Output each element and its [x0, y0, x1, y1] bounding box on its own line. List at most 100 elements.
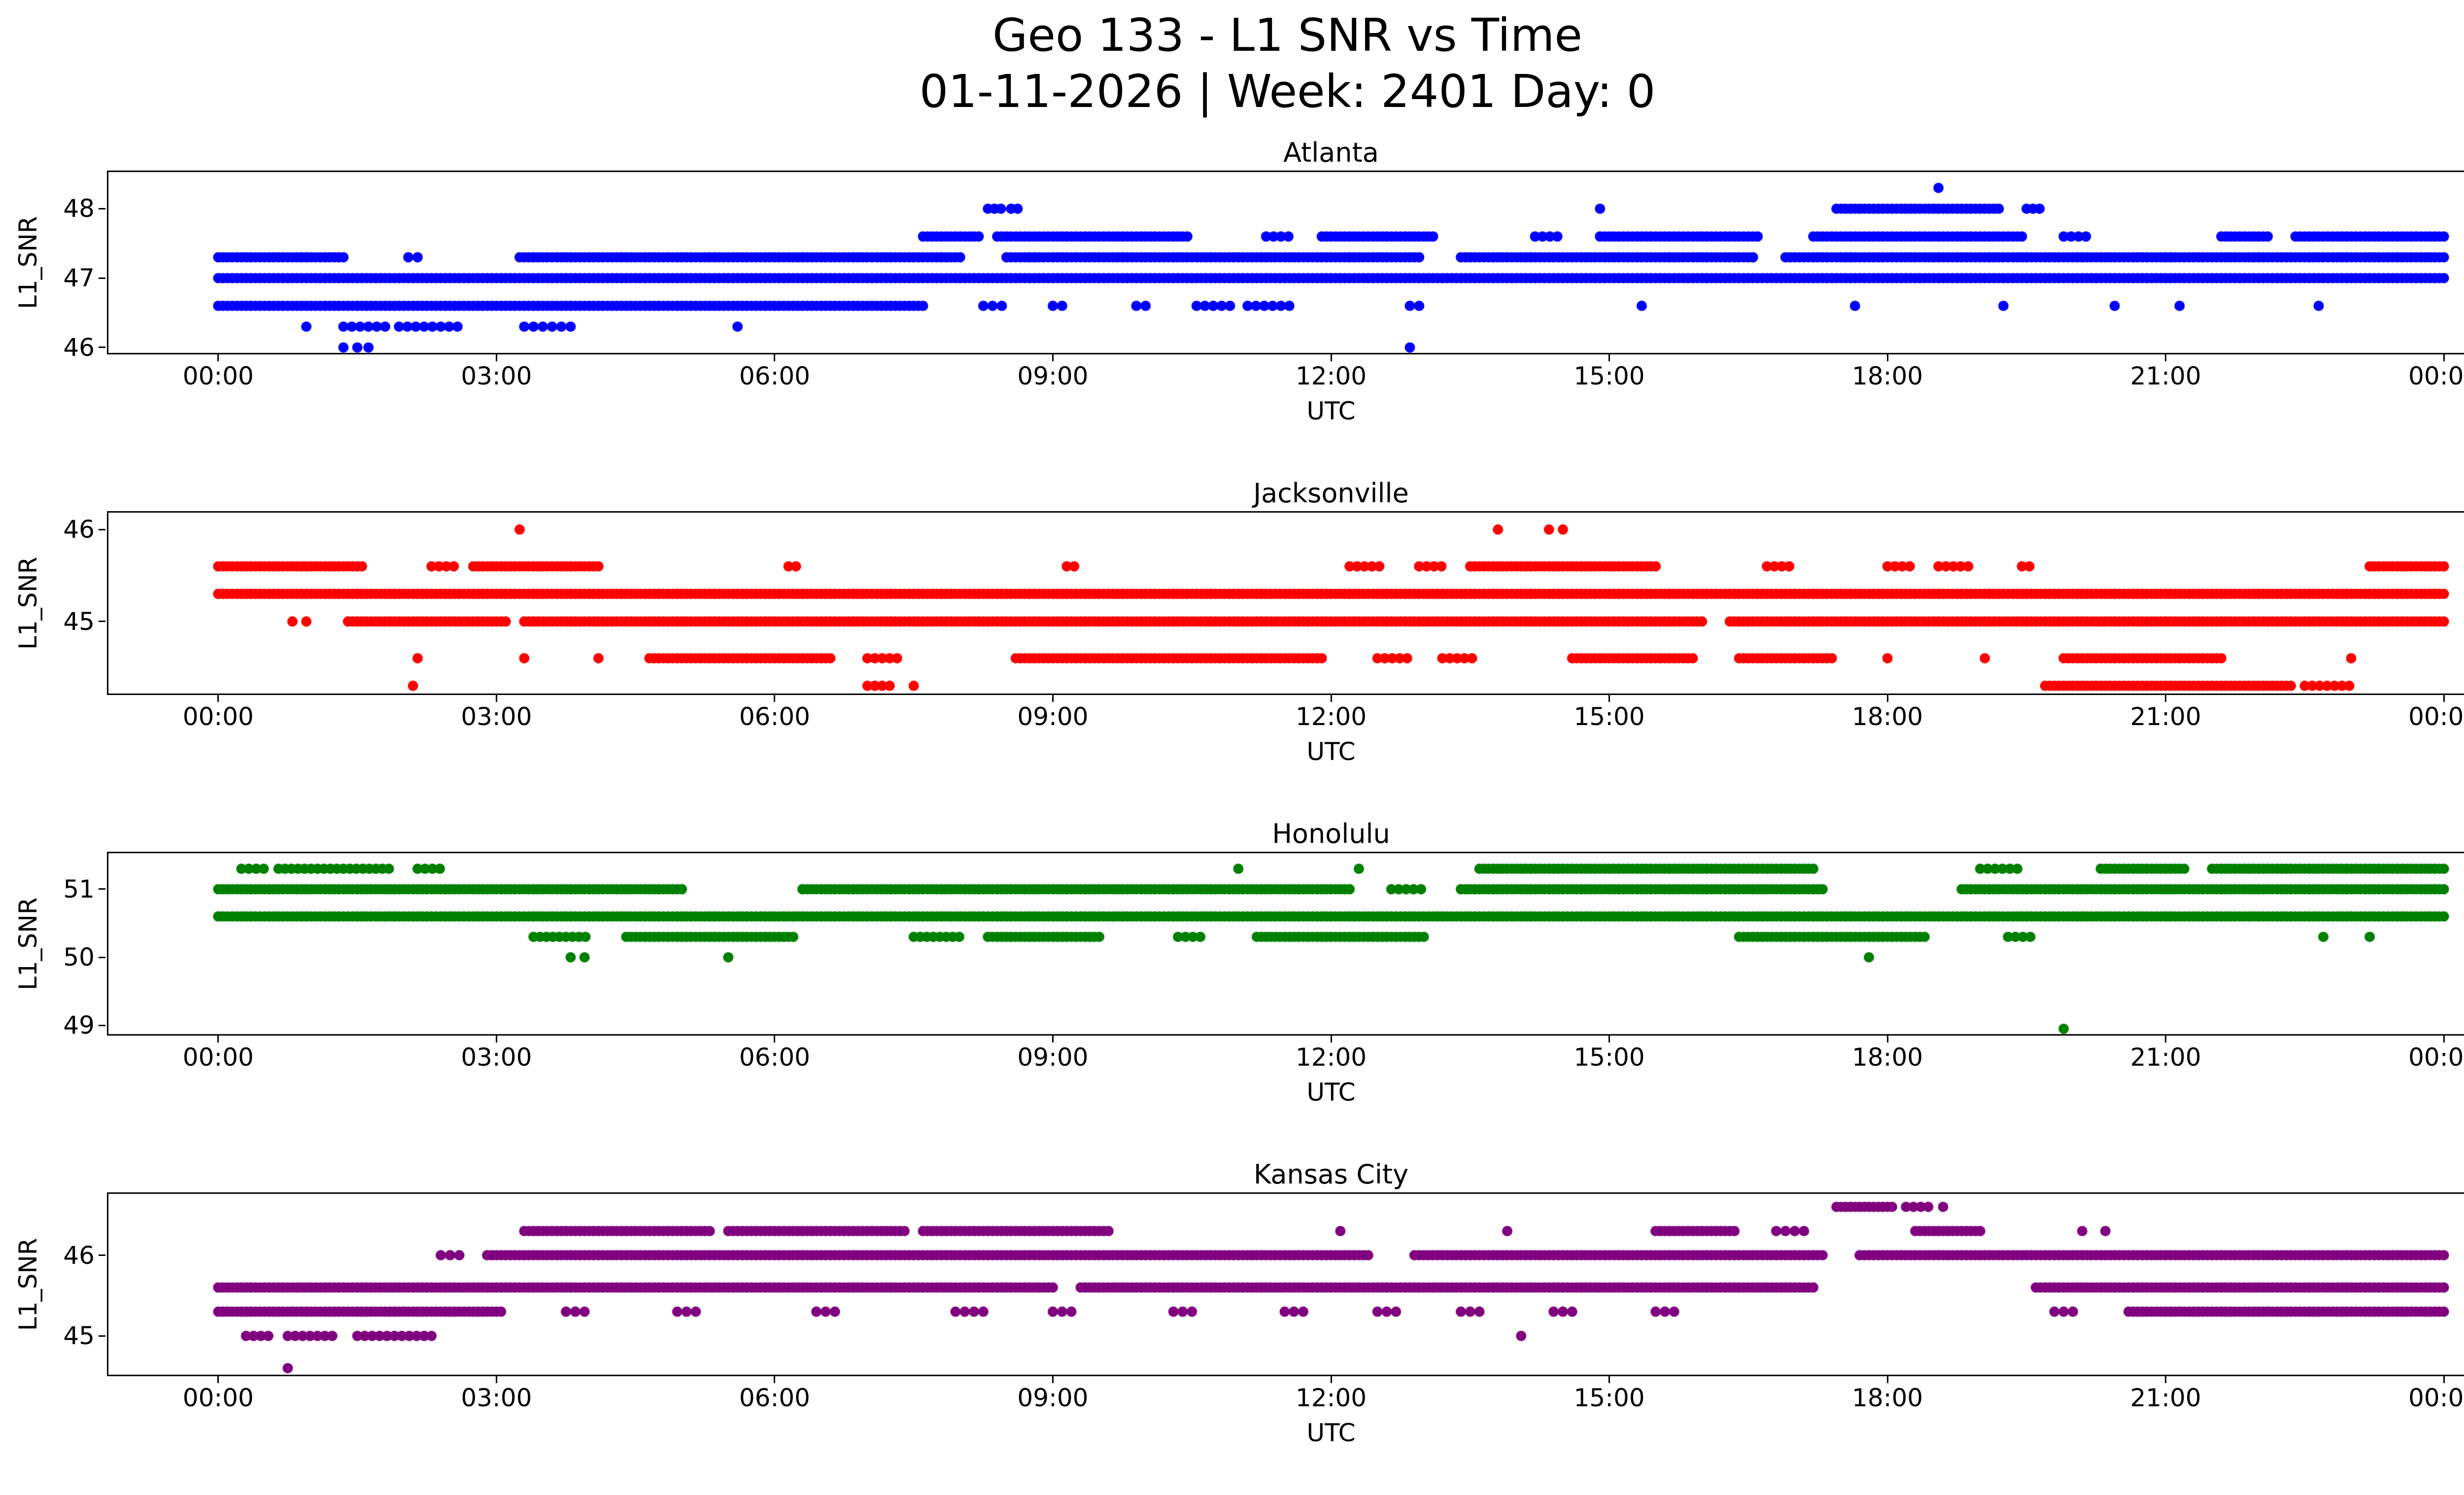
- x-tick-mark: [1608, 354, 1610, 361]
- y-tick-mark: [99, 621, 105, 623]
- subplot-jacksonville: Jacksonville L1_SNR 00:00 03:00 06:00 09:00 12…: [0, 473, 2464, 813]
- x-tick-mark: [1886, 354, 1888, 361]
- subplot-title-honolulu: Honolulu: [1272, 818, 1390, 849]
- x-tick-mark: [2165, 695, 2167, 702]
- x-tick-label: 21:00: [2130, 362, 2201, 390]
- y-tick-mark: [99, 1024, 105, 1026]
- x-tick-mark: [1330, 1376, 1332, 1383]
- x-tick-mark: [1608, 695, 1610, 702]
- x-tick-label: 09:00: [1017, 362, 1089, 390]
- x-axis-label: UTC: [1306, 1078, 1356, 1107]
- x-tick-label: 18:00: [1852, 1043, 1923, 1072]
- x-tick-label: 00:00: [182, 1043, 254, 1072]
- x-tick-mark: [1330, 695, 1332, 702]
- x-tick-mark: [2443, 354, 2445, 361]
- y-tick-label: 46: [63, 515, 95, 544]
- y-tick-mark: [99, 1254, 105, 1256]
- subplot-kansas-city: Kansas City L1_SNR 00:00 03:00 06:00 09:00 12:…: [0, 1154, 2464, 1495]
- y-tick-mark: [99, 347, 105, 348]
- y-tick-mark: [99, 277, 105, 279]
- y-tick-label: 48: [63, 194, 95, 223]
- x-tick-mark: [2165, 1036, 2167, 1043]
- y-tick-label: 51: [63, 874, 95, 904]
- x-tick-label: 03:00: [461, 362, 532, 390]
- x-tick-label: 15:00: [1574, 702, 1645, 731]
- plots-container: Atlanta L1_SNR 00:00 03:00 06:00 09:00 12:00 15…: [0, 132, 2464, 1495]
- y-tick-mark: [99, 528, 105, 530]
- x-tick-label: 03:00: [461, 1384, 532, 1412]
- x-tick-label: 09:00: [1017, 1043, 1089, 1072]
- x-tick-label: 00:00: [2408, 362, 2464, 390]
- x-tick-mark: [217, 354, 219, 361]
- x-tick-label: 21:00: [2130, 1384, 2201, 1412]
- y-tick-mark: [99, 208, 105, 209]
- x-tick-label: 12:00: [1295, 1043, 1367, 1072]
- y-tick-label: 46: [63, 1241, 95, 1270]
- y-tick-label: 45: [63, 1321, 95, 1351]
- x-tick-mark: [217, 1376, 219, 1383]
- plot-canvas-jacksonville: [107, 511, 2464, 695]
- x-tick-mark: [774, 695, 776, 702]
- figure-title: Geo 133 - L1 SNR vs Time: [992, 9, 1582, 62]
- x-tick-label: 00:00: [182, 702, 254, 731]
- x-tick-label: 06:00: [739, 1384, 810, 1412]
- subplot-atlanta: Atlanta L1_SNR 00:00 03:00 06:00 09:00 12:00 15…: [0, 132, 2464, 473]
- y-tick-label: 45: [63, 607, 95, 636]
- x-tick-mark: [1608, 1376, 1610, 1383]
- x-tick-mark: [1052, 354, 1054, 361]
- plot-canvas-atlanta: [107, 171, 2464, 354]
- x-tick-label: 15:00: [1574, 362, 1645, 390]
- x-tick-label: 00:00: [2408, 1043, 2464, 1072]
- x-tick-label: 18:00: [1852, 1384, 1923, 1412]
- x-tick-label: 09:00: [1017, 702, 1089, 731]
- y-tick-label: 50: [63, 943, 95, 972]
- x-tick-mark: [774, 1376, 776, 1383]
- y-tick-mark: [99, 888, 105, 890]
- x-tick-mark: [1330, 1036, 1332, 1043]
- y-tick-label: 49: [63, 1011, 95, 1040]
- y-tick-label: 47: [63, 264, 95, 293]
- x-tick-label: 00:00: [2408, 702, 2464, 731]
- x-tick-mark: [495, 695, 497, 702]
- x-tick-mark: [1886, 1376, 1888, 1383]
- x-tick-mark: [774, 354, 776, 361]
- figure-subtitle: 01-11-2026 | Week: 2401 Day: 0: [919, 65, 1656, 118]
- x-tick-label: 15:00: [1574, 1384, 1645, 1412]
- x-tick-mark: [1052, 1376, 1054, 1383]
- x-tick-mark: [2443, 1376, 2445, 1383]
- subplot-title-atlanta: Atlanta: [1283, 137, 1379, 168]
- plot-canvas-kansas-city: [107, 1192, 2464, 1376]
- x-tick-label: 18:00: [1852, 702, 1923, 731]
- x-tick-label: 12:00: [1295, 1384, 1367, 1412]
- x-tick-mark: [1886, 695, 1888, 702]
- x-axis-label: UTC: [1306, 737, 1356, 766]
- y-tick-mark: [99, 1335, 105, 1337]
- x-tick-mark: [495, 1036, 497, 1043]
- x-tick-label: 00:00: [2408, 1384, 2464, 1412]
- x-tick-mark: [1886, 1036, 1888, 1043]
- x-tick-mark: [1608, 1036, 1610, 1043]
- x-tick-mark: [1330, 354, 1332, 361]
- y-tick-label: 46: [63, 333, 95, 362]
- x-tick-mark: [774, 1036, 776, 1043]
- x-tick-label: 21:00: [2130, 1043, 2201, 1072]
- x-tick-label: 00:00: [182, 1384, 254, 1412]
- x-tick-mark: [1052, 1036, 1054, 1043]
- x-tick-label: 15:00: [1574, 1043, 1645, 1072]
- x-tick-label: 12:00: [1295, 362, 1367, 390]
- x-tick-mark: [217, 695, 219, 702]
- x-tick-mark: [2165, 1376, 2167, 1383]
- plot-canvas-honolulu: [107, 852, 2464, 1036]
- x-tick-label: 18:00: [1852, 362, 1923, 390]
- x-tick-mark: [217, 1036, 219, 1043]
- x-axis-label: UTC: [1306, 1419, 1356, 1447]
- x-tick-label: 12:00: [1295, 702, 1367, 731]
- x-tick-label: 06:00: [739, 1043, 810, 1072]
- x-tick-mark: [2165, 354, 2167, 361]
- x-tick-mark: [495, 354, 497, 361]
- subplot-title-jacksonville: Jacksonville: [1253, 478, 1409, 509]
- x-tick-label: 06:00: [739, 702, 810, 731]
- x-axis-label: UTC: [1306, 397, 1356, 425]
- x-tick-label: 00:00: [182, 362, 254, 390]
